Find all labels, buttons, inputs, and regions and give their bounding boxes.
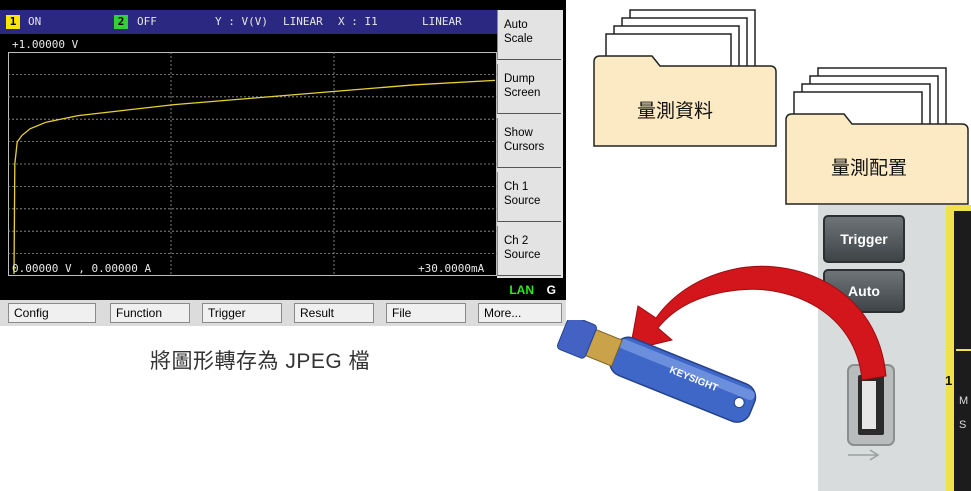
status-header: 1 ON 2 OFF Y : V(V) LINEAR X : I1 LINEAR (0, 10, 497, 34)
x-scale-label: LINEAR (422, 15, 462, 28)
usb-drive (557, 320, 757, 423)
status-bar (0, 278, 566, 300)
menu-file[interactable]: File (386, 303, 466, 323)
origin-label: 0.00000 V , 0.00000 A (12, 262, 152, 275)
iv-plot (8, 52, 497, 276)
folders-illustration (593, 9, 969, 205)
show-cursors-softkey[interactable]: Show Cursors (497, 118, 561, 168)
y-axis-label: Y : V(V) (215, 15, 268, 28)
ch2-badge[interactable]: 2 (114, 15, 128, 29)
dump-screen-softkey[interactable]: Dump Screen (497, 64, 561, 114)
ch2-source-softkey[interactable]: Ch 2 Source (497, 226, 561, 276)
ch1-badge[interactable]: 1 (6, 15, 20, 29)
iv-trace (13, 79, 496, 275)
auto-scale-softkey[interactable]: Auto Scale (497, 10, 561, 60)
config-folder-label: 量測配置 (831, 158, 908, 179)
caption-text: 將圖形轉存為 JPEG 檔 (150, 350, 371, 373)
instrument-screen: 1 ON 2 OFF Y : V(V) LINEAR X : I1 LINEAR… (0, 0, 566, 326)
y-scale-label: LINEAR (283, 15, 323, 28)
ch1-source-softkey[interactable]: Ch 1 Source (497, 172, 561, 222)
menu-trigger[interactable]: Trigger (202, 303, 282, 323)
plot-canvas (8, 52, 497, 276)
g-indicator: G (546, 283, 556, 297)
ch2-state: OFF (137, 15, 157, 28)
x-axis-label: X : I1 (338, 15, 378, 28)
menu-function[interactable]: Function (110, 303, 190, 323)
ch1-state: ON (28, 15, 42, 28)
config-folder-icon (785, 113, 969, 205)
panel-side-text-2: S (959, 419, 967, 431)
trigger-button[interactable]: Trigger (823, 215, 905, 263)
red-arrow-icon (629, 265, 887, 381)
softkey-panel: Auto Scale Dump Screen Show Cursors Ch 1… (497, 10, 563, 278)
menu-more[interactable]: More... (478, 303, 562, 323)
data-folder-icon (593, 55, 777, 147)
data-folder-label: 量測資料 (637, 101, 714, 122)
panel-side-text-1: M (959, 395, 969, 407)
x-right-label: +30.0000mA (418, 262, 485, 275)
menu-config[interactable]: Config (8, 303, 96, 323)
channel-number: 1 (945, 373, 953, 388)
transfer-arrow (629, 265, 887, 381)
lan-indicator: LAN (509, 283, 534, 297)
y-top-label: +1.00000 V (12, 38, 79, 51)
menu-result[interactable]: Result (294, 303, 374, 323)
